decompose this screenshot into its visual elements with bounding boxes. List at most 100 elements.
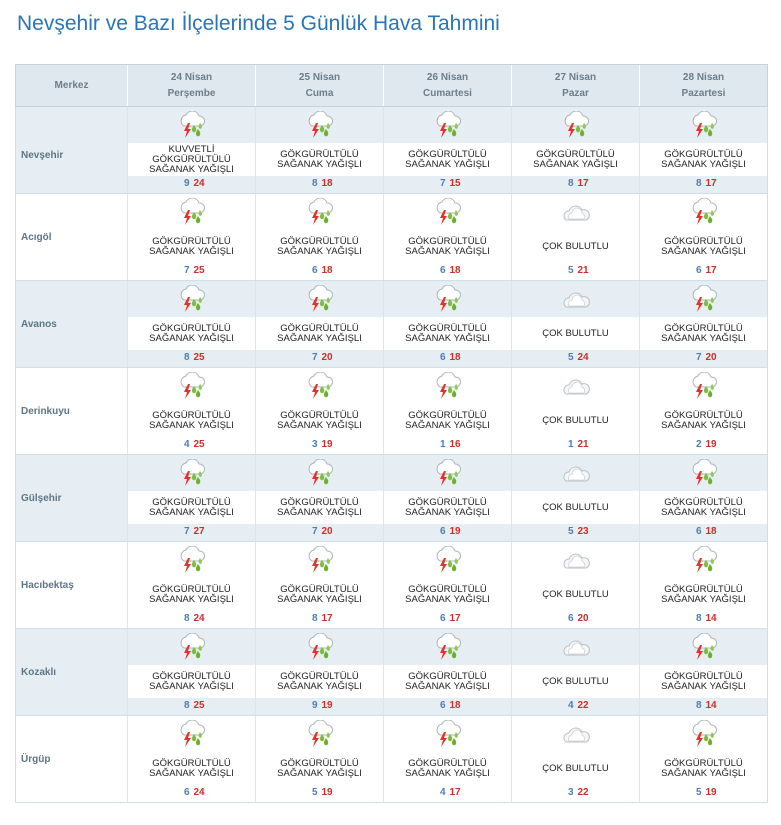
weather-description: GÖKGÜRÜLTÜLÜ SAĞANAK YAĞIŞLI — [640, 230, 767, 263]
temperature-range: 3 22 — [512, 786, 639, 800]
max-temperature: 19 — [321, 787, 333, 798]
max-temperature: 24 — [577, 352, 589, 363]
min-temperature: 1 — [439, 439, 446, 450]
forecast-cell: ÇOK BULUTLU 6 20 — [511, 541, 640, 629]
weather-description-line: SAĞANAK YAĞIŞLI — [277, 245, 362, 257]
min-temperature: 6 — [439, 526, 446, 537]
forecast-cell: GÖKGÜRÜLTÜLÜ SAĞANAK YAĞIŞLI 7 27 — [127, 454, 256, 542]
very-cloudy-icon — [512, 285, 639, 317]
weather-description-line: GÖKGÜRÜLTÜLÜ — [408, 583, 487, 595]
temperature-range: 2 19 — [640, 438, 767, 452]
thunderstorm-rain-icon — [128, 197, 255, 230]
max-temperature: 20 — [705, 352, 717, 363]
thunderstorm-rain-icon — [128, 458, 255, 491]
temperature-range: 6 18 — [640, 525, 767, 539]
forecast-cell: GÖKGÜRÜLTÜLÜ SAĞANAK YAĞIŞLI 8 18 — [255, 106, 384, 194]
weather-description-line: SAĞANAK YAĞIŞLI — [149, 245, 234, 257]
weather-description-line: SAĞANAK YAĞIŞLI — [661, 332, 746, 344]
temperature-range: 1 21 — [512, 438, 639, 452]
weather-description-line: SAĞANAK YAĞIŞLI — [149, 332, 234, 344]
forecast-cell: KUVVETLİ GÖKGÜRÜLTÜLÜ SAĞANAK YAĞIŞLI 9 24 — [127, 106, 256, 194]
weather-description-line: GÖKGÜRÜLTÜLÜ — [280, 235, 359, 247]
weather-description-line: GÖKGÜRÜLTÜLÜ — [664, 757, 743, 769]
weather-description-line: ÇOK BULUTLU — [542, 762, 609, 774]
min-temperature: 6 — [439, 613, 446, 624]
thunderstorm-rain-icon — [640, 632, 767, 665]
max-temperature: 20 — [321, 352, 333, 363]
max-temperature: 24 — [193, 787, 205, 798]
temperature-range: 8 14 — [640, 699, 767, 713]
weather-description-line: GÖKGÜRÜLTÜLÜ — [664, 235, 743, 247]
thunderstorm-rain-icon — [512, 110, 639, 143]
weather-description-line: GÖKGÜRÜLTÜLÜ — [408, 148, 487, 160]
thunderstorm-rain-icon — [384, 545, 511, 578]
max-temperature: 17 — [705, 265, 717, 276]
weather-description: ÇOK BULUTLU — [512, 404, 639, 437]
forecast-cell: GÖKGÜRÜLTÜLÜ SAĞANAK YAĞIŞLI 6 17 — [383, 541, 512, 629]
day-date: 24 Nisan — [170, 71, 213, 83]
max-temperature: 21 — [577, 439, 589, 450]
weather-description: GÖKGÜRÜLTÜLÜ SAĞANAK YAĞIŞLI — [640, 404, 767, 437]
min-temperature: 8 — [183, 700, 190, 711]
forecast-cell: GÖKGÜRÜLTÜLÜ SAĞANAK YAĞIŞLI 8 17 — [511, 106, 640, 194]
forecast-cell: GÖKGÜRÜLTÜLÜ SAĞANAK YAĞIŞLI 8 25 — [127, 280, 256, 368]
location-name: Derinkuyu — [15, 367, 128, 455]
weather-description-line: GÖKGÜRÜLTÜLÜ — [280, 496, 359, 508]
min-temperature: 8 — [695, 613, 702, 624]
temperature-range: 8 25 — [128, 351, 255, 365]
forecast-cell: GÖKGÜRÜLTÜLÜ SAĞANAK YAĞIŞLI 8 14 — [639, 541, 768, 629]
min-temperature: 3 — [311, 439, 318, 450]
table-row: Acıgöl GÖKGÜRÜLTÜLÜ SAĞANAK YAĞIŞLI 7 25 GÖKG… — [15, 193, 768, 281]
weather-description: GÖKGÜRÜLTÜLÜ SAĞANAK YAĞIŞLI — [256, 578, 383, 611]
forecast-cell: GÖKGÜRÜLTÜLÜ SAĞANAK YAĞIŞLI 8 17 — [639, 106, 768, 194]
min-temperature: 6 — [439, 352, 446, 363]
min-temperature: 7 — [183, 265, 190, 276]
day-header: 25 Nisan Cuma — [255, 64, 384, 107]
page-title: Nevşehir ve Bazı İlçelerinde 5 Günlük Ha… — [17, 12, 500, 35]
forecast-cell: GÖKGÜRÜLTÜLÜ SAĞANAK YAĞIŞLI 7 15 — [383, 106, 512, 194]
weather-description-line: SAĞANAK YAĞIŞLI — [277, 158, 362, 170]
forecast-table: Merkez 24 Nisan Perşembe 25 Nisan Cuma 26 … — [15, 64, 768, 803]
table-row: Nevşehir KUVVETLİ GÖKGÜRÜLTÜLÜ SAĞANAK YAĞI… — [15, 106, 768, 194]
temperature-range: 4 22 — [512, 699, 639, 713]
min-temperature: 8 — [311, 613, 318, 624]
max-temperature: 15 — [449, 178, 461, 189]
weather-description: ÇOK BULUTLU — [512, 491, 639, 524]
location-name: Gülşehir — [15, 454, 128, 542]
temperature-range: 8 17 — [512, 177, 639, 191]
thunderstorm-rain-icon — [640, 284, 767, 317]
weather-description-line: GÖKGÜRÜLTÜLÜ — [408, 322, 487, 334]
temperature-range: 7 20 — [256, 351, 383, 365]
weather-description-line: GÖKGÜRÜLTÜLÜ — [408, 757, 487, 769]
weather-description-line: GÖKGÜRÜLTÜLÜ — [280, 757, 359, 769]
forecast-cell: ÇOK BULUTLU 5 24 — [511, 280, 640, 368]
min-temperature: 3 — [567, 787, 574, 798]
weather-description-line: GÖKGÜRÜLTÜLÜ — [664, 670, 743, 682]
thunderstorm-rain-icon — [256, 632, 383, 665]
temperature-range: 5 19 — [640, 786, 767, 800]
weather-description: GÖKGÜRÜLTÜLÜ SAĞANAK YAĞIŞLI — [256, 317, 383, 350]
weather-description-line: SAĞANAK YAĞIŞLI — [149, 593, 234, 605]
max-temperature: 17 — [449, 787, 461, 798]
max-temperature: 18 — [321, 265, 333, 276]
min-temperature: 4 — [567, 700, 574, 711]
thunderstorm-rain-icon — [640, 197, 767, 230]
weather-description-line: GÖKGÜRÜLTÜLÜ — [280, 148, 359, 160]
min-temperature: 8 — [183, 613, 190, 624]
temperature-range: 3 19 — [256, 438, 383, 452]
thunderstorm-rain-icon — [256, 458, 383, 491]
weather-description-line: GÖKGÜRÜLTÜLÜ — [152, 322, 231, 334]
temperature-range: 7 20 — [256, 525, 383, 539]
temperature-range: 8 17 — [640, 177, 767, 191]
temperature-range: 7 25 — [128, 264, 255, 278]
weather-description: GÖKGÜRÜLTÜLÜ SAĞANAK YAĞIŞLI — [128, 404, 255, 437]
temperature-range: 6 19 — [384, 525, 511, 539]
max-temperature: 27 — [193, 526, 205, 537]
forecast-cell: GÖKGÜRÜLTÜLÜ SAĞANAK YAĞIŞLI 4 25 — [127, 367, 256, 455]
max-temperature: 17 — [577, 178, 589, 189]
min-temperature: 5 — [567, 265, 574, 276]
temperature-range: 9 19 — [256, 699, 383, 713]
temperature-range: 8 24 — [128, 612, 255, 626]
min-temperature: 7 — [311, 352, 318, 363]
weather-description: GÖKGÜRÜLTÜLÜ SAĞANAK YAĞIŞLI — [256, 665, 383, 698]
